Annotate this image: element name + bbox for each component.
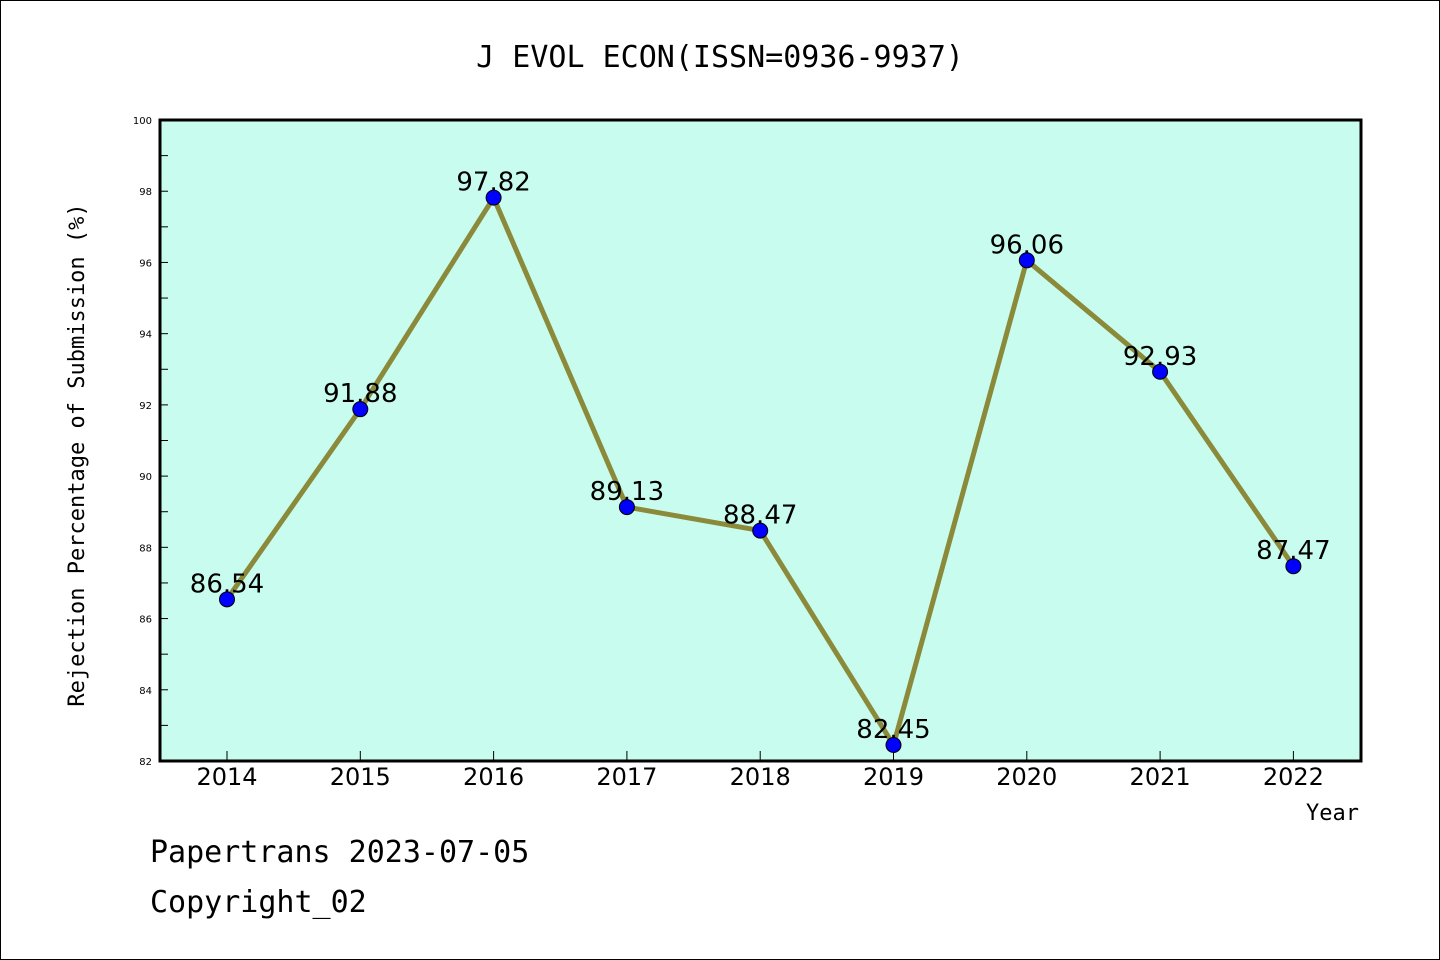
x-axis-label: Year bbox=[1306, 801, 1359, 826]
data-point-2016 bbox=[485, 189, 502, 206]
y-axis-label: Rejection Percentage of Submission (%) bbox=[65, 203, 90, 706]
y-tick-label: 82 bbox=[139, 757, 152, 768]
x-tick-label: 2016 bbox=[463, 763, 524, 791]
data-label-2015: 91.88 bbox=[323, 379, 397, 409]
x-tick-label: 2021 bbox=[1130, 763, 1191, 791]
data-point-2018 bbox=[752, 522, 769, 539]
y-tick-label: 86 bbox=[139, 615, 152, 626]
data-point-2019 bbox=[885, 736, 902, 753]
series-line-group bbox=[219, 189, 1302, 753]
data-label-2017: 89.13 bbox=[590, 477, 664, 507]
data-label-2022: 87.47 bbox=[1256, 536, 1330, 566]
data-point-2014 bbox=[219, 591, 235, 608]
footer-source: Papertrans 2023-07-05 bbox=[150, 835, 530, 870]
y-axis: 82 84 86 88 90 92 94 96 98 100 bbox=[133, 116, 168, 768]
y-tick-label: 100 bbox=[133, 116, 152, 127]
x-tick-label: 2020 bbox=[996, 763, 1057, 791]
y-tick-label: 92 bbox=[139, 401, 152, 412]
data-point-2021 bbox=[1152, 363, 1169, 380]
y-tick-label: 98 bbox=[139, 187, 152, 198]
data-label-2014: 86.54 bbox=[190, 569, 264, 599]
data-label-2016: 97.82 bbox=[456, 168, 530, 198]
x-axis: 2014 2015 2016 2017 2018 2019 2020 2021 2022 bbox=[196, 751, 1324, 791]
y-tick-label: 96 bbox=[139, 258, 152, 269]
data-point-2017 bbox=[618, 499, 635, 516]
x-tick-label: 2017 bbox=[596, 763, 657, 791]
x-tick-label: 2019 bbox=[863, 763, 924, 791]
data-label-2019: 82.45 bbox=[856, 715, 930, 745]
y-tick-label: 88 bbox=[139, 543, 152, 554]
x-tick-label: 2018 bbox=[730, 763, 791, 791]
y-tick-label: 84 bbox=[139, 686, 152, 697]
y-tick-label: 94 bbox=[139, 330, 152, 341]
data-point-2015 bbox=[352, 401, 369, 418]
x-tick-label: 2015 bbox=[330, 763, 391, 791]
footer-copyright: Copyright_02 bbox=[150, 885, 367, 920]
data-label-2018: 88.47 bbox=[723, 501, 797, 531]
x-tick-label: 2022 bbox=[1263, 763, 1324, 791]
x-tick-label: 2014 bbox=[196, 763, 257, 791]
data-label-2021: 92.93 bbox=[1123, 342, 1197, 372]
data-point-2020 bbox=[1018, 252, 1035, 269]
y-tick-label: 90 bbox=[139, 472, 152, 483]
chart-title: J EVOL ECON(ISSN=0936-9937) bbox=[476, 40, 964, 75]
data-label-2020: 96.06 bbox=[990, 230, 1064, 260]
plot-area bbox=[158, 118, 1363, 763]
data-labels-group: 86.54 91.88 97.82 89.13 88.47 82.45 96.06 92.93… bbox=[190, 168, 1331, 745]
data-point-2022 bbox=[1285, 558, 1302, 575]
